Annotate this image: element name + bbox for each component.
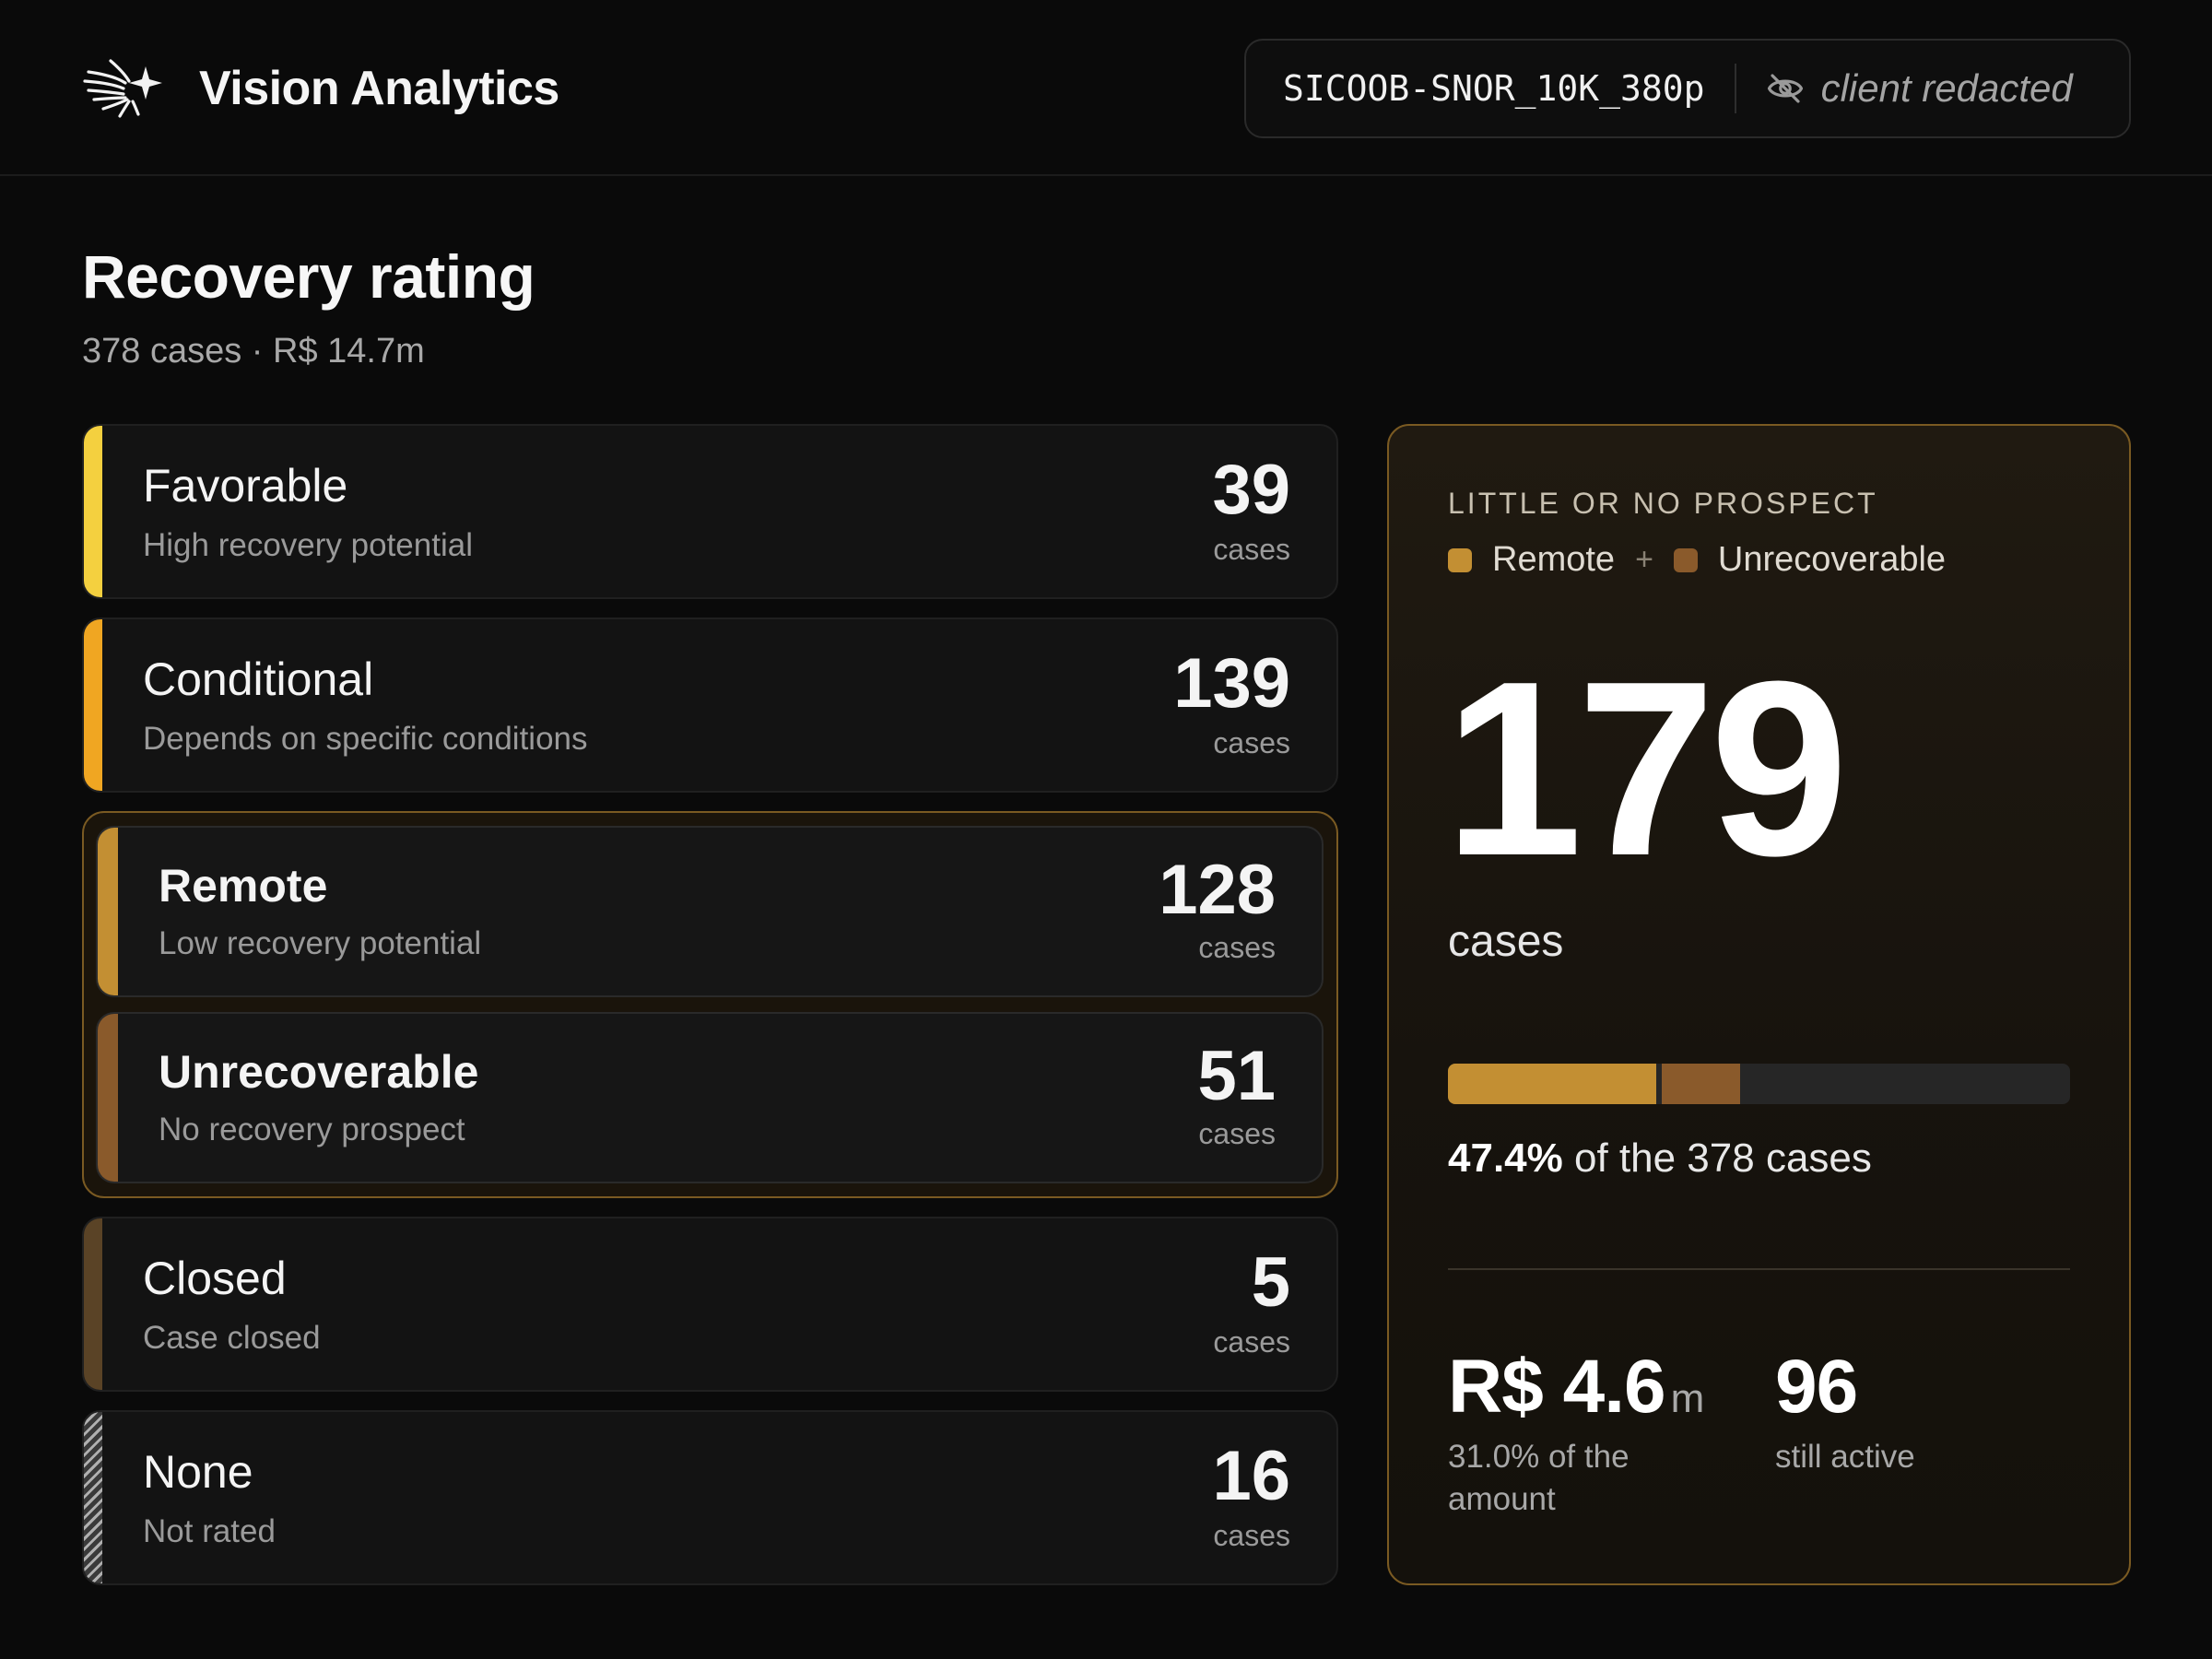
page-title: Recovery rating — [82, 242, 535, 311]
legend-label-unrecoverable: Unrecoverable — [1717, 540, 1947, 579]
starburst-logo-icon — [83, 59, 162, 118]
rating-count: 51 — [1197, 1037, 1276, 1115]
stat-amount-label: 31.0% of the amount — [1448, 1439, 1630, 1517]
rating-name: None — [143, 1446, 253, 1498]
rating-card-unrecoverable[interactable]: Unrecoverable No recovery prospect 51 ca… — [96, 1012, 1324, 1183]
pill-divider — [1734, 64, 1736, 113]
stat-amount-value-wrap: R$ 4.6 m — [1448, 1344, 1724, 1430]
rating-color-bar — [84, 426, 102, 597]
rating-card-closed[interactable]: Closed Case closed 5 cases — [82, 1217, 1338, 1392]
share-progress-bar — [1448, 1064, 2070, 1104]
rating-color-bar — [84, 619, 102, 791]
rating-name: Closed — [143, 1253, 287, 1304]
rating-unit: cases — [1213, 533, 1290, 566]
rating-unit: cases — [1198, 931, 1276, 964]
share-percent: 47.4% — [1448, 1135, 1563, 1181]
share-text: of the 378 cases — [1574, 1135, 1872, 1181]
stat-active: 96 still active — [1775, 1344, 2052, 1478]
client-redacted-label: client redacted — [1820, 66, 2073, 110]
rating-description: Depends on specific conditions — [143, 721, 588, 757]
rating-count: 39 — [1212, 451, 1290, 529]
rating-name: Favorable — [143, 460, 348, 512]
rating-count: 16 — [1212, 1437, 1290, 1515]
rating-description: High recovery potential — [143, 527, 473, 563]
brand[interactable]: Vision Analytics — [83, 53, 559, 124]
summary-total-unit: cases — [1448, 917, 1564, 966]
rating-color-bar — [84, 1412, 102, 1583]
app-name: Vision Analytics — [199, 62, 559, 115]
summary-legend: Remote + Unrecoverable — [1448, 540, 1946, 580]
legend-swatch-remote — [1448, 547, 1472, 572]
rating-count: 5 — [1251, 1243, 1290, 1322]
rating-name: Remote — [159, 860, 328, 912]
rating-color-bar — [98, 1014, 118, 1182]
progress-segment-remote — [1448, 1064, 1656, 1104]
legend-plus: + — [1635, 542, 1653, 577]
rating-description: Low recovery potential — [159, 925, 482, 961]
rating-description: Not rated — [143, 1513, 276, 1549]
stat-amount-unit: m — [1670, 1376, 1705, 1421]
stat-active-label: still active — [1775, 1439, 1915, 1475]
page-subtitle: 378 cases · R$ 14.7m — [82, 332, 425, 371]
rating-card-favorable[interactable]: Favorable High recovery potential 39 cas… — [82, 424, 1338, 599]
rating-unit: cases — [1213, 726, 1290, 759]
summary-panel: LITTLE OR NO PROSPECT Remote + Unrecover… — [1387, 424, 2131, 1585]
rating-card-remote[interactable]: Remote Low recovery potential 128 cases — [96, 826, 1324, 997]
share-line: 47.4% of the 378 cases — [1448, 1135, 1872, 1182]
top-bar: Vision Analytics SICOOB-SNOR_10K_380p cl… — [0, 0, 2212, 176]
rating-color-bar — [98, 828, 118, 995]
rating-card-none[interactable]: None Not rated 16 cases — [82, 1410, 1338, 1585]
rating-card-conditional[interactable]: Conditional Depends on specific conditio… — [82, 618, 1338, 793]
dataset-selector[interactable]: SICOOB-SNOR_10K_380p client redacted — [1244, 39, 2131, 138]
rating-unit: cases — [1213, 1519, 1290, 1552]
summary-divider — [1448, 1268, 2070, 1270]
rating-count: 139 — [1173, 644, 1290, 723]
legend-label-remote: Remote — [1492, 540, 1616, 579]
rating-name: Unrecoverable — [159, 1046, 479, 1098]
rating-color-bar — [84, 1218, 102, 1390]
rating-unit: cases — [1213, 1325, 1290, 1359]
stat-amount: R$ 4.6 m 31.0% of the amount — [1448, 1344, 1724, 1521]
rating-description: Case closed — [143, 1320, 321, 1356]
rating-unit: cases — [1198, 1117, 1276, 1150]
legend-swatch-unrecoverable — [1673, 547, 1698, 572]
stat-active-value: 96 — [1775, 1345, 1858, 1429]
rating-description: No recovery prospect — [159, 1112, 465, 1147]
progress-segment-unrecoverable — [1661, 1064, 1740, 1104]
rating-name: Conditional — [143, 653, 374, 705]
summary-kicker: LITTLE OR NO PROSPECT — [1448, 487, 1878, 520]
eye-off-icon — [1767, 74, 1803, 103]
rating-count: 128 — [1159, 851, 1276, 929]
summary-total: 179 — [1444, 630, 1848, 908]
dataset-id: SICOOB-SNOR_10K_380p — [1283, 68, 1705, 109]
stat-amount-value: R$ 4.6 — [1448, 1345, 1666, 1429]
